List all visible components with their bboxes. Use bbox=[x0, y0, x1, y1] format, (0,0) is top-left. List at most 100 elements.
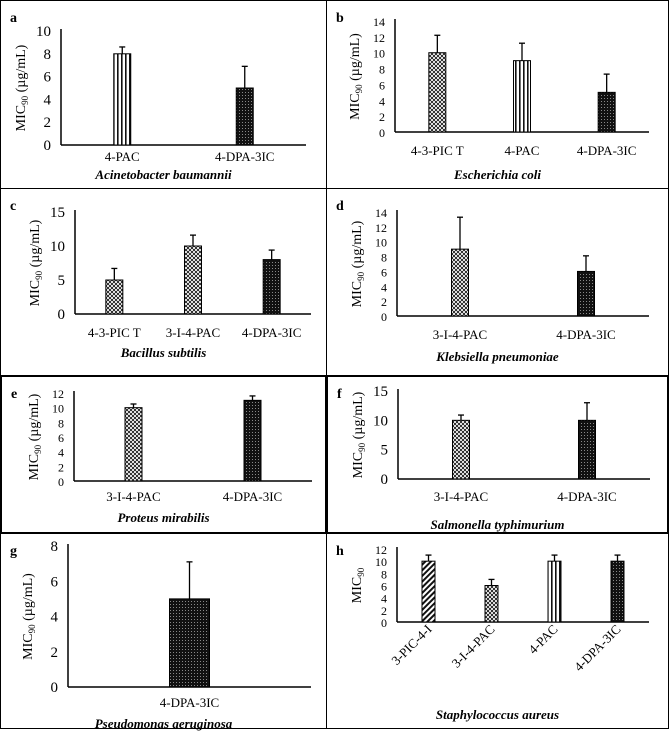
y-tick-label: 4 bbox=[381, 592, 387, 606]
bar-4-DPA-3IC bbox=[243, 399, 262, 482]
panel-letter: d bbox=[336, 199, 344, 214]
species-title: Salmonella typhimurium bbox=[430, 517, 565, 532]
y-tick-label: 8 bbox=[51, 539, 59, 555]
y-tick-label: 10 bbox=[36, 24, 51, 40]
x-tick-label: 4-DPA-3IC bbox=[556, 327, 615, 342]
y-tick-label: 6 bbox=[44, 70, 52, 86]
x-tick-label: 3-I-4-PAC bbox=[449, 622, 498, 671]
y-tick-label: 10 bbox=[50, 239, 65, 255]
chart-g: 0 2 4 6 8 MIC90 (µg/mL) 4-DPA-3IC bbox=[21, 539, 311, 710]
y-tick-label: 0 bbox=[379, 126, 385, 140]
y-axis-label: MIC90 (µg/mL) bbox=[348, 33, 364, 120]
panel-c: c Bacillus subtilis 0 5 10 15 MIC90 (µg/mL) 4-3… bbox=[0, 188, 327, 376]
species-title: Staphylococcus aureus bbox=[435, 707, 560, 722]
y-tick-label: 4 bbox=[51, 610, 59, 626]
y-tick-label: 14 bbox=[375, 206, 387, 220]
panel-e: e Proteus mirabilis 0 2 4 6 8 10 12 MIC90 (µg/mL)… bbox=[0, 375, 327, 534]
y-tick-label: 4 bbox=[381, 280, 387, 294]
x-tick-label: 4-PAC bbox=[105, 149, 140, 164]
bar-3-I-4-PAC bbox=[484, 585, 499, 623]
x-tick-label: 4-DPA-3IC bbox=[577, 143, 636, 158]
y-tick-label: 0 bbox=[381, 310, 387, 324]
y-tick-label: 2 bbox=[381, 295, 387, 309]
y-tick-label: 4 bbox=[58, 446, 64, 460]
species-title: Proteus mirabilis bbox=[117, 510, 210, 525]
panel-letter: a bbox=[10, 11, 17, 26]
bar-4-3-PIC T bbox=[428, 52, 447, 133]
bar-3-I-4-PAC bbox=[452, 419, 470, 480]
y-tick-label: 10 bbox=[52, 402, 64, 416]
species-title: Escherichia coli bbox=[453, 167, 542, 182]
y-tick-label: 5 bbox=[381, 443, 389, 459]
y-tick-label: 12 bbox=[373, 31, 385, 45]
chart-f: 0 5 10 15 MIC90 (µg/mL) 3-I-4-PAC 4-DPA-3IC bbox=[351, 384, 650, 504]
y-tick-label: 10 bbox=[375, 236, 387, 250]
y-axis-label: MIC90 (µg/mL) bbox=[28, 219, 44, 306]
bar-4-DPA-3IC bbox=[577, 270, 595, 317]
panel-letter: h bbox=[336, 544, 344, 559]
y-tick-label: 15 bbox=[50, 205, 65, 221]
bar-4-DPA-3IC bbox=[597, 91, 616, 133]
x-tick-label: 4-DPA-3IC bbox=[242, 325, 301, 340]
x-tick-label: 3-I-4-PAC bbox=[433, 327, 487, 342]
bar-4-DPA-3IC bbox=[610, 560, 625, 623]
x-tick-label: 4-DPA-3IC bbox=[557, 489, 616, 504]
panel-letter: c bbox=[10, 199, 17, 214]
chart-b: 0 2 4 68 10 12 14 MIC90 (µg/mL) 4-3-PIC T 4-PAC 4-… bbox=[348, 15, 649, 158]
y-tick-label: 4 bbox=[44, 92, 52, 108]
species-title: Klebsiella pneumoniae bbox=[436, 349, 559, 364]
y-tick-label: 8 bbox=[381, 567, 387, 581]
panel-letter: b bbox=[336, 11, 344, 26]
y-tick-label: 0 bbox=[51, 680, 59, 696]
y-tick-label: 15 bbox=[373, 384, 388, 400]
y-tick-label: 2 bbox=[381, 604, 387, 618]
y-tick-label: 10 bbox=[375, 555, 387, 569]
y-tick-label: 12 bbox=[375, 543, 387, 557]
y-tick-label: 2 bbox=[58, 460, 64, 474]
y-tick-label: 8 bbox=[379, 63, 385, 77]
x-tick-label: 3-PIC-4-I bbox=[388, 622, 434, 668]
y-tick-label: 8 bbox=[58, 416, 64, 430]
y-tick-label: 6 bbox=[379, 78, 385, 92]
y-axis-label: MIC90 (µg/mL) bbox=[350, 220, 366, 307]
panel-f: f Salmonella typhimurium 0 5 10 15 MIC90 (µg/m… bbox=[326, 375, 669, 534]
y-tick-label: 2 bbox=[379, 110, 385, 124]
panel-letter: e bbox=[11, 387, 18, 402]
bar-3-I-4-PAC bbox=[451, 248, 469, 317]
panel-a: a Acinetobacter baumannii 0 2 4 6 8 10 MIC90 (µg… bbox=[0, 0, 327, 189]
y-tick-label: 8 bbox=[44, 47, 52, 63]
x-tick-label: 4-DPA-3IC bbox=[215, 149, 274, 164]
panel-d: d Klebsiella pneumoniae 0 2 4 6 8 10 12 14 MIC90 (… bbox=[326, 188, 669, 376]
panel-letter: f bbox=[337, 387, 342, 402]
chart-c: 0 5 10 15 MIC90 (µg/mL) 4-3-PIC T 3-I-4-PAC 4-D… bbox=[28, 205, 311, 340]
y-axis-label: MIC90 (µg/mL) bbox=[14, 44, 30, 131]
species-title: Pseudomonas aeruginosa bbox=[94, 716, 233, 731]
species-title: Acinetobacter baumannii bbox=[95, 167, 232, 182]
y-tick-label: 4 bbox=[379, 94, 385, 108]
y-tick-label: 0 bbox=[381, 616, 387, 630]
y-tick-label: 10 bbox=[373, 413, 388, 429]
y-axis-label: MIC90 bbox=[350, 567, 366, 603]
x-tick-label: 4-DPA-3IC bbox=[223, 489, 282, 504]
y-tick-label: 6 bbox=[51, 574, 59, 590]
bar-3-I-4-PAC bbox=[184, 245, 202, 315]
bar-4-PAC bbox=[113, 53, 132, 146]
x-tick-label: 4-DPA-3IC bbox=[160, 695, 219, 710]
y-axis-label: MIC90 (µg/mL) bbox=[27, 393, 43, 480]
chart-a: 0 2 4 6 8 10 MIC90 (µg/mL) 4-PAC 4-DPA-3IC bbox=[14, 24, 306, 164]
panel-letter: g bbox=[10, 544, 17, 559]
y-tick-label: 0 bbox=[44, 138, 52, 154]
bar-4-DPA-3IC bbox=[578, 419, 596, 480]
bar-3-PIC-4-I bbox=[421, 560, 436, 623]
y-tick-label: 2 bbox=[51, 645, 59, 661]
bar-4-PAC bbox=[547, 560, 562, 623]
y-axis-label: MIC90 (µg/mL) bbox=[21, 573, 37, 660]
y-tick-label: 6 bbox=[58, 431, 64, 445]
x-tick-label: 3-I-4-PAC bbox=[166, 325, 220, 340]
bar-4-DPA-3IC bbox=[235, 87, 254, 146]
panel-b: b Escherichia coli 0 2 4 6 8 10 12 14 MIC90 (µg/mL… bbox=[326, 0, 669, 189]
x-tick-label: 4-DPA-3IC bbox=[571, 622, 624, 675]
